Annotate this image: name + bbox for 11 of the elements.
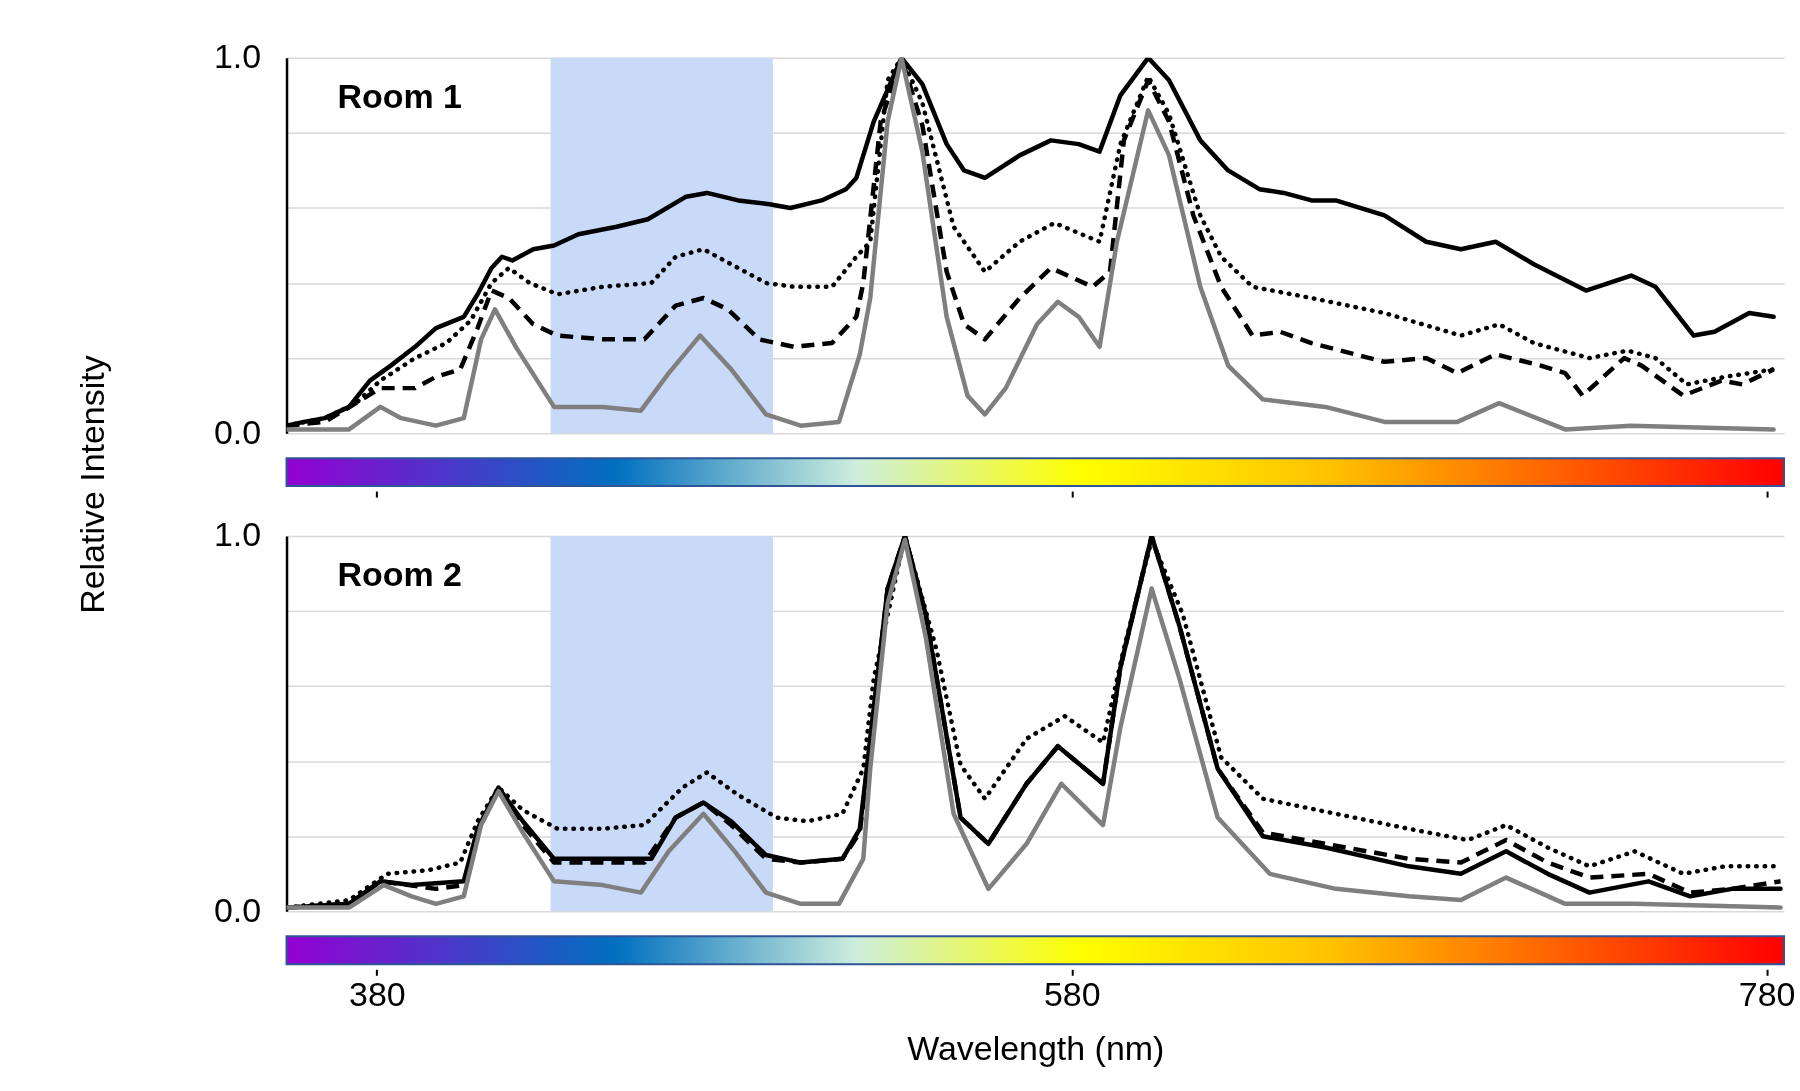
text: Room 2	[337, 554, 462, 593]
x-tick-label: 780	[1738, 974, 1796, 1013]
y-tick-label: 1.0	[213, 37, 262, 76]
y-axis-title: Relative Intensity	[72, 355, 111, 614]
y-tick-label: 0.0	[213, 412, 262, 451]
x-tick-label: 380	[349, 974, 406, 1013]
x-axis-title: Wavelength (nm)	[907, 1028, 1165, 1067]
text: Room 1	[337, 76, 462, 115]
y-tick-label: 1.0	[213, 515, 262, 554]
x-tick-label: 580	[1043, 974, 1101, 1013]
y-tick-label: 0.0	[213, 890, 262, 929]
